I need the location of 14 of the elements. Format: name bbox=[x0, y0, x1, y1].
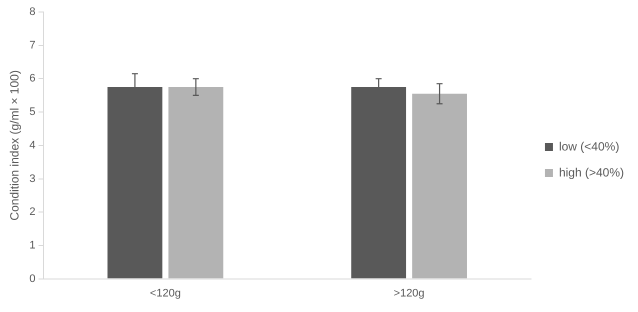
legend-label: low (<40%) bbox=[558, 139, 620, 154]
y-tick-label: 1 bbox=[29, 239, 36, 252]
y-tick-label: 0 bbox=[29, 272, 36, 285]
y-tick-label: 3 bbox=[29, 172, 36, 185]
y-tick-label: 8 bbox=[29, 6, 36, 18]
y-tick-label: 5 bbox=[29, 106, 36, 118]
y-axis-title: Condition index (g/ml × 100) bbox=[8, 70, 22, 221]
x-tick-label: <120g bbox=[150, 287, 181, 300]
y-tick-label: 4 bbox=[29, 139, 36, 152]
y-tick-label: 2 bbox=[29, 206, 36, 218]
y-tick-label: 7 bbox=[29, 39, 36, 52]
x-tick-label: >120g bbox=[394, 287, 425, 300]
y-tick-label: 6 bbox=[29, 72, 36, 85]
legend-label: high (>40%) bbox=[558, 165, 624, 180]
